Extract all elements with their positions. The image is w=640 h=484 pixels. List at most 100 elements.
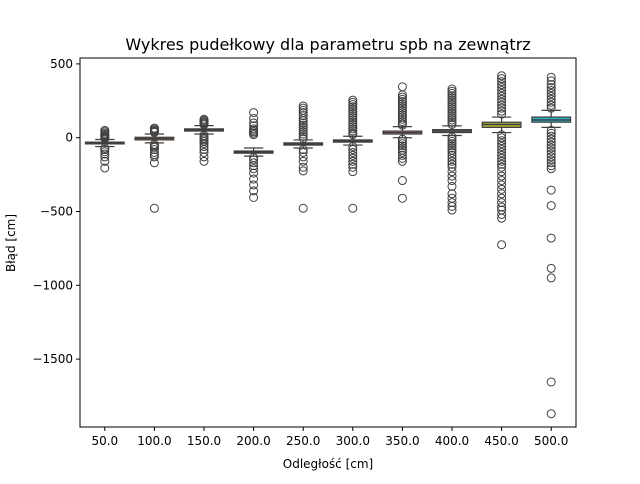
x-tick-label: 100.0 — [137, 434, 171, 448]
outlier-point — [298, 133, 308, 143]
outlier-point — [249, 114, 259, 124]
outlier-point — [497, 109, 507, 119]
outlier-point — [546, 140, 556, 150]
outlier-point — [249, 168, 259, 178]
outlier-point — [298, 111, 308, 121]
outlier-point — [546, 76, 556, 86]
outlier-point — [546, 80, 556, 90]
outlier-point — [546, 100, 556, 110]
outlier-point — [447, 119, 457, 129]
outlier-point — [298, 131, 308, 141]
outlier-point — [348, 119, 358, 129]
outlier-point — [497, 103, 507, 113]
outlier-point — [497, 189, 507, 199]
outlier-point — [397, 134, 407, 144]
outlier-point — [546, 143, 556, 153]
outlier-point — [546, 377, 556, 387]
outlier-point — [397, 110, 407, 120]
outlier-point — [497, 85, 507, 95]
outlier-point — [546, 158, 556, 168]
outlier-point — [348, 124, 358, 134]
outlier-point — [447, 115, 457, 125]
box-group-100.0 — [134, 123, 175, 213]
outlier-point — [546, 83, 556, 93]
outlier-point — [348, 130, 358, 140]
outlier-point — [298, 145, 308, 155]
outlier-point — [249, 121, 259, 131]
x-tick-label: 150.0 — [187, 434, 221, 448]
outlier-point — [447, 136, 457, 146]
box-group-350.0 — [382, 82, 423, 203]
outlier-point — [348, 102, 358, 112]
outlier-point — [546, 91, 556, 101]
outlier-point — [298, 127, 308, 137]
outlier-point — [447, 108, 457, 118]
box-group-500.0 — [531, 72, 572, 419]
outlier-point — [249, 158, 259, 168]
outlier-point — [447, 205, 457, 215]
outlier-point — [447, 181, 457, 191]
outlier-point — [447, 143, 457, 153]
outlier-point — [298, 203, 308, 213]
outlier-point — [546, 149, 556, 159]
axes: 500 0 −500 −1000 −1500 50.0 100.0 150.0 200.0 250… — [32, 57, 568, 448]
outlier-point — [497, 150, 507, 160]
outlier-point — [447, 88, 457, 98]
outlier-point — [497, 133, 507, 143]
outlier-point — [348, 99, 358, 109]
outlier-point — [447, 93, 457, 103]
outlier-point — [447, 189, 457, 199]
outlier-point — [348, 106, 358, 116]
outlier-point — [497, 153, 507, 163]
outlier-point — [100, 149, 110, 159]
outlier-point — [249, 186, 259, 196]
outlier-point — [397, 116, 407, 126]
outlier-point — [149, 158, 159, 168]
outlier-point — [447, 102, 457, 112]
outlier-point — [546, 88, 556, 98]
x-tick-label: 350.0 — [385, 434, 419, 448]
outlier-point — [348, 95, 358, 105]
outlier-point — [199, 145, 209, 155]
outlier-point — [546, 201, 556, 211]
outlier-point — [149, 203, 159, 213]
outlier-point — [497, 209, 507, 219]
x-tick-label: 50.0 — [91, 434, 118, 448]
outlier-point — [348, 97, 358, 107]
outlier-point — [348, 117, 358, 127]
outlier-point — [397, 141, 407, 151]
outlier-point — [447, 141, 457, 151]
outlier-point — [546, 72, 556, 82]
outlier-point — [497, 94, 507, 104]
outlier-point — [397, 156, 407, 166]
outlier-point — [397, 90, 407, 100]
y-tick-label: −1500 — [32, 352, 73, 366]
y-tick-label: 0 — [65, 131, 73, 145]
outlier-point — [249, 164, 259, 174]
outlier-point — [447, 84, 457, 94]
outlier-point — [497, 71, 507, 81]
outlier-point — [447, 117, 457, 127]
outlier-point — [100, 133, 110, 143]
outlier-point — [497, 130, 507, 140]
outlier-point — [249, 118, 259, 128]
outlier-point — [348, 203, 358, 213]
outlier-point — [100, 152, 110, 162]
x-tick-label: 300.0 — [336, 434, 370, 448]
outlier-point — [397, 193, 407, 203]
outlier-point — [199, 152, 209, 162]
outlier-point — [100, 163, 110, 173]
outlier-point — [447, 201, 457, 211]
outlier-point — [447, 134, 457, 144]
plot-frame — [79, 57, 577, 428]
outlier-point — [397, 92, 407, 102]
outlier-point — [397, 103, 407, 113]
outlier-point — [397, 139, 407, 149]
outlier-point — [397, 114, 407, 124]
outlier-point — [447, 176, 457, 186]
outlier-point — [497, 184, 507, 194]
outlier-point — [497, 162, 507, 172]
outlier-point — [447, 150, 457, 160]
outlier-point — [447, 111, 457, 121]
